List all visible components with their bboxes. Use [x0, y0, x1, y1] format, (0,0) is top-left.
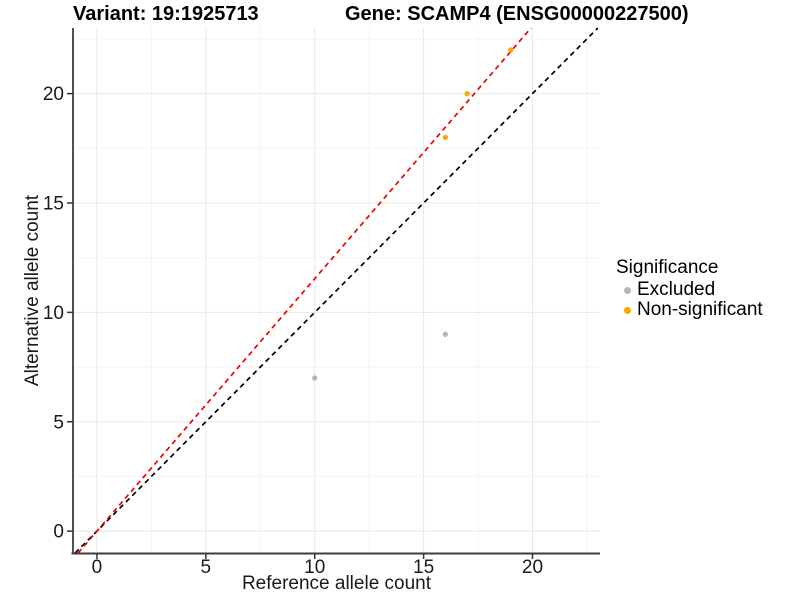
- identity-line: [74, 27, 599, 554]
- x-tick-label: 15: [413, 557, 434, 578]
- plot-title-gene: Gene: SCAMP4 (ENSG00000227500): [345, 3, 689, 25]
- x-tick-label: 10: [304, 557, 325, 578]
- axis-tick-marks: [67, 92, 534, 559]
- fit-line: [77, 27, 532, 554]
- y-tick-label: 0: [53, 522, 64, 543]
- legend-item-label: Excluded: [637, 279, 716, 300]
- data-point-non-significant: [508, 47, 514, 53]
- data-points: [312, 47, 514, 381]
- data-point-excluded: [312, 375, 318, 381]
- gridlines-minor: [73, 28, 600, 553]
- legend-item-excluded: Excluded: [616, 279, 763, 300]
- data-point-non-significant: [442, 134, 448, 140]
- legend-item-label: Non-significant: [637, 299, 763, 320]
- x-tick-label: 5: [201, 557, 212, 578]
- y-axis-title: Alternative allele count: [22, 194, 43, 386]
- y-tick-label: 10: [43, 303, 64, 324]
- non-significant-dot-icon: [624, 306, 631, 314]
- plot-title-variant: Variant: 19:1925713: [73, 3, 259, 25]
- excluded-dot-icon: [624, 286, 631, 294]
- y-tick-label: 5: [53, 412, 64, 433]
- x-tick-label: 0: [92, 557, 103, 578]
- reference-lines: [74, 27, 599, 554]
- gridlines-major: [73, 28, 600, 553]
- x-axis-title: Reference allele count: [242, 573, 432, 594]
- legend-title: Significance: [616, 257, 719, 278]
- data-point-non-significant: [464, 91, 470, 97]
- axis-titles: Reference allele count Alternative allele…: [22, 194, 432, 594]
- y-tick-label: 20: [43, 84, 64, 105]
- y-tick-label: 15: [43, 194, 64, 215]
- legend: Significance Excluded Non-significant: [616, 256, 763, 320]
- x-tick-label: 20: [522, 557, 543, 578]
- axis-tick-labels: 0 5 10 15 20 0 5 10 15 20: [43, 84, 543, 578]
- legend-item-non-significant: Non-significant: [616, 299, 763, 320]
- data-point-excluded: [442, 331, 448, 337]
